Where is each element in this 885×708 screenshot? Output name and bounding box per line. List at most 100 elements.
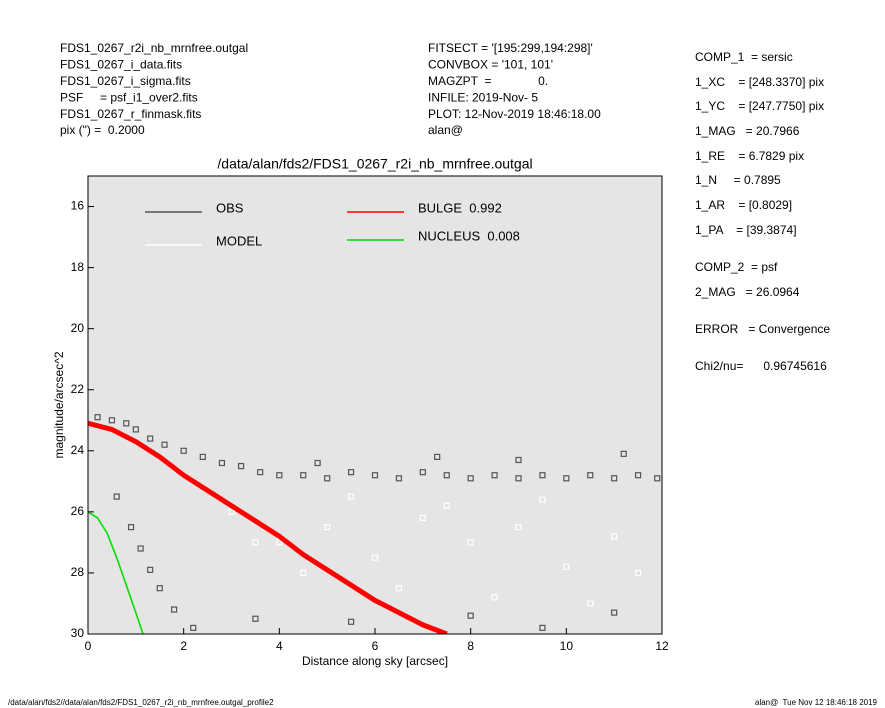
chart-title: /data/alan/fds2/FDS1_0267_r2i_nb_mrnfree… xyxy=(217,156,532,172)
header-left-line: FDS1_0267_i_data.fits xyxy=(60,58,182,72)
data-point xyxy=(611,533,618,540)
data-point xyxy=(156,585,163,592)
data-point xyxy=(276,472,283,479)
data-point xyxy=(347,618,355,625)
plot-content xyxy=(88,414,661,634)
header-middle-line: PLOT: 12-Nov-2019 18:46:18.00 xyxy=(428,107,601,121)
data-point xyxy=(137,545,144,552)
data-point xyxy=(654,475,661,482)
y-tick-label: 28 xyxy=(71,565,85,579)
data-point xyxy=(300,472,307,479)
x-tick-label: 0 xyxy=(85,639,92,653)
header-middle-line: CONVBOX = '101, 101' xyxy=(428,58,553,72)
x-axis-label: Distance along sky [arcsec] xyxy=(302,654,448,668)
data-point xyxy=(314,459,321,467)
data-point xyxy=(587,600,594,607)
data-point xyxy=(113,493,120,500)
y-tick-label: 30 xyxy=(71,626,85,640)
legend-label: OBS xyxy=(216,200,244,215)
footer-stamp: alan@ Tue Nov 12 18:46:18 2019 xyxy=(755,698,878,707)
fit-parameter: 1_N = 0.7895 xyxy=(695,173,781,187)
data-point xyxy=(419,469,426,476)
data-point xyxy=(108,417,116,424)
data-point xyxy=(491,594,498,601)
data-point xyxy=(419,514,426,522)
plot-area xyxy=(88,176,662,634)
data-point xyxy=(347,469,355,476)
x-tick-label: 12 xyxy=(655,639,669,653)
data-point xyxy=(515,524,522,531)
data-point xyxy=(324,524,331,531)
data-point xyxy=(395,475,403,482)
fit-parameter: 2_MAG = 26.0964 xyxy=(695,285,800,299)
fit-parameter: COMP_1 = sersic xyxy=(695,50,793,64)
fit-parameter: 1_XC = [248.3370] pix xyxy=(695,75,824,89)
header-middle-line: alan@ xyxy=(428,123,463,137)
data-point xyxy=(252,615,259,622)
data-point xyxy=(324,475,331,482)
y-tick-label: 22 xyxy=(71,382,85,396)
data-point xyxy=(300,569,307,577)
data-point xyxy=(491,472,498,479)
data-point xyxy=(634,569,642,577)
data-point xyxy=(563,475,570,482)
data-point xyxy=(228,508,235,515)
data-point xyxy=(147,435,154,442)
fit-parameter: 1_YC = [247.7750] pix xyxy=(695,99,824,113)
data-point xyxy=(515,456,522,464)
fit-parameter: 1_MAG = 20.7966 xyxy=(695,124,800,138)
data-point xyxy=(434,453,441,461)
data-point xyxy=(563,563,570,570)
header-left-line: FDS1_0267_r_finmask.fits xyxy=(60,107,201,121)
fit-parameter: 1_AR = [0.8029] xyxy=(695,198,792,212)
header-left-line: FDS1_0267_i_sigma.fits xyxy=(60,74,191,88)
data-point xyxy=(467,475,474,482)
data-point xyxy=(127,524,135,531)
data-point xyxy=(347,493,355,500)
data-point xyxy=(147,566,154,573)
fit-parameter: Chi2/nu= 0.96745616 xyxy=(695,359,827,373)
data-point xyxy=(237,462,245,470)
data-point xyxy=(620,450,627,457)
x-tick-label: 10 xyxy=(560,639,574,653)
header-left-line: pix (") = 0.2000 xyxy=(60,123,145,137)
profile-line xyxy=(88,420,448,634)
fit-parameter: ERROR = Convergence xyxy=(695,322,830,336)
y-tick-label: 24 xyxy=(71,443,85,457)
data-point xyxy=(467,539,474,546)
data-point xyxy=(467,612,474,619)
data-point xyxy=(276,539,283,546)
header-left-line: PSF = psf_i1_over2.fits xyxy=(60,90,198,104)
data-point xyxy=(443,502,450,509)
data-point xyxy=(171,606,178,613)
data-point xyxy=(395,585,403,592)
data-point xyxy=(611,475,618,482)
y-tick-label: 20 xyxy=(71,321,85,335)
data-point xyxy=(94,414,101,421)
profile-line xyxy=(88,511,144,634)
data-point xyxy=(634,472,642,479)
header-middle-line: MAGZPT = 0. xyxy=(428,74,548,88)
footer-path: /data/alan/fds2//data/alan/fds2/FDS1_026… xyxy=(8,698,274,707)
y-tick-label: 16 xyxy=(71,199,85,213)
data-point xyxy=(539,472,546,479)
legend-label: MODEL xyxy=(216,233,262,248)
data-point xyxy=(443,472,450,479)
legend-label: NUCLEUS 0.008 xyxy=(418,228,520,243)
x-tick-label: 8 xyxy=(467,639,474,653)
data-point xyxy=(257,469,264,476)
fit-parameter: 1_PA = [39.3874] xyxy=(695,223,797,237)
data-point xyxy=(539,496,546,503)
data-point xyxy=(252,539,259,546)
data-point xyxy=(587,472,594,479)
x-tick-label: 2 xyxy=(180,639,187,653)
data-point xyxy=(371,472,379,479)
y-tick-label: 18 xyxy=(71,260,85,274)
fit-parameter: COMP_2 = psf xyxy=(695,260,778,274)
y-axis-label: magnitude/arcsec^2 xyxy=(52,351,66,458)
x-tick-label: 4 xyxy=(276,639,283,653)
data-point xyxy=(611,609,618,616)
data-point xyxy=(218,459,226,467)
data-point xyxy=(515,475,522,482)
